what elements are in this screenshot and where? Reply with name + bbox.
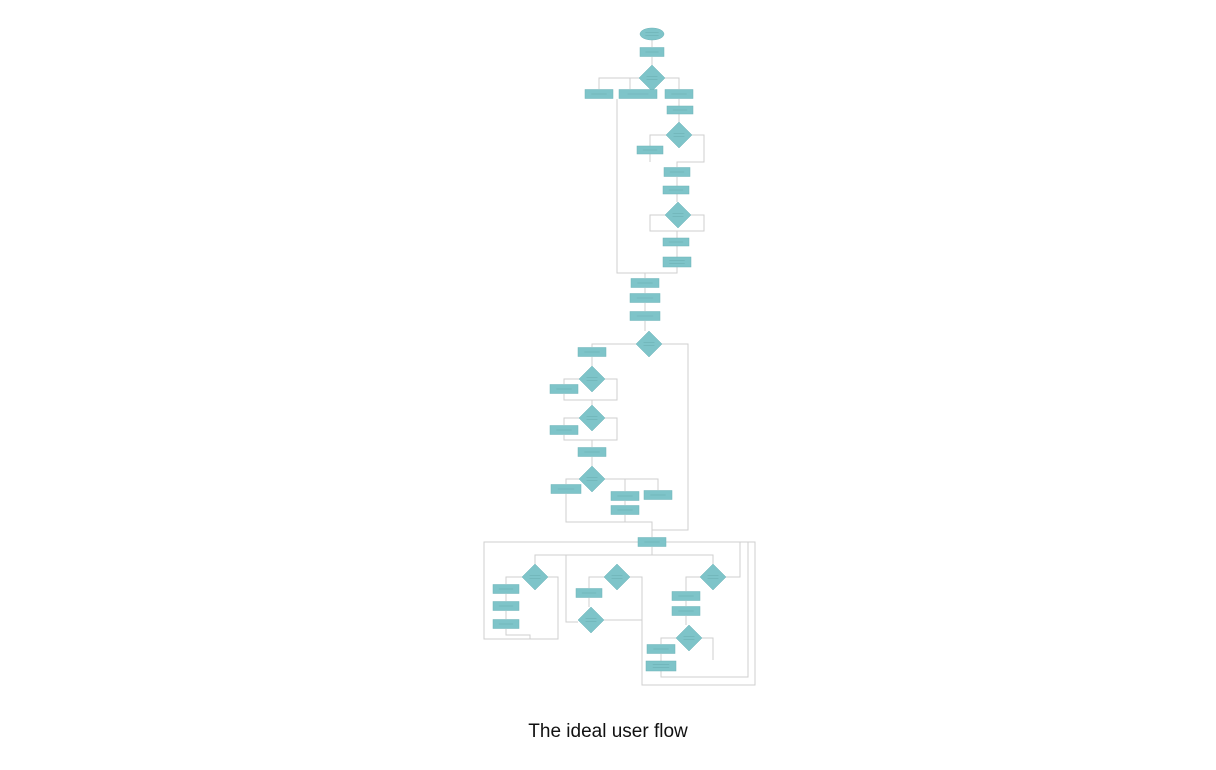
connector-line <box>565 494 653 537</box>
connector-line <box>565 478 579 484</box>
decision-node <box>699 563 727 591</box>
connector-line <box>677 214 705 232</box>
connector-line <box>483 541 638 640</box>
connector-line <box>666 541 741 578</box>
connector-lines <box>483 40 756 686</box>
connector-line <box>598 77 639 89</box>
decision-node <box>635 330 663 358</box>
flow-nodes <box>492 27 727 672</box>
connector-line <box>676 134 705 167</box>
start-node <box>639 27 665 41</box>
connector-line <box>651 343 689 537</box>
connector-line <box>563 394 592 401</box>
decision-node <box>638 64 666 92</box>
connector-line <box>604 576 643 621</box>
connector-line <box>649 134 666 146</box>
decision-node <box>578 465 606 493</box>
connector-line <box>605 478 626 491</box>
decision-node <box>675 624 703 652</box>
connector-line <box>505 629 531 639</box>
connector-line <box>591 417 618 447</box>
process-node <box>645 660 677 672</box>
decision-node <box>578 404 606 432</box>
decision-node <box>664 201 692 229</box>
connector-line <box>588 576 604 588</box>
connector-line <box>563 378 579 384</box>
connector-line <box>534 554 652 564</box>
connector-line <box>649 214 678 238</box>
connector-line <box>563 435 592 441</box>
connector-line <box>591 378 618 405</box>
connector-line <box>702 637 714 660</box>
connector-line <box>629 77 639 89</box>
decision-node <box>577 606 605 634</box>
connector-line <box>505 576 522 584</box>
decision-node <box>521 563 549 591</box>
connector-line <box>565 547 653 623</box>
connector-line <box>605 478 659 490</box>
connector-line <box>660 637 676 644</box>
connector-line <box>665 77 680 89</box>
connector-line <box>616 99 646 278</box>
connector-line <box>645 267 678 274</box>
process-node <box>662 256 692 268</box>
figure-caption: The ideal user flow <box>528 721 688 742</box>
connector-line <box>652 554 714 564</box>
decision-node <box>603 563 631 591</box>
connector-line <box>563 417 579 425</box>
decision-node <box>665 121 693 149</box>
decision-node <box>578 365 606 393</box>
connector-line <box>591 343 636 347</box>
connector-line <box>685 576 700 591</box>
